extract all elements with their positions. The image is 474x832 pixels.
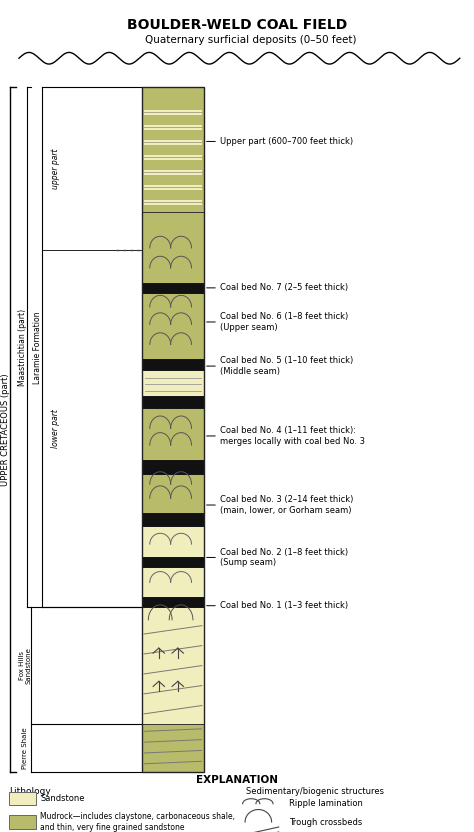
Bar [142, 212, 204, 283]
Bar [144, 125, 202, 130]
Text: Coal bed No. 1 (1–3 feet thick): Coal bed No. 1 (1–3 feet thick) [220, 602, 348, 610]
Text: Coal bed No. 3 (2–14 feet thick)
(main, lower, or Gorham seam): Coal bed No. 3 (2–14 feet thick) (main, … [220, 495, 354, 515]
Bar [142, 396, 204, 408]
Text: Laramie Formation: Laramie Formation [34, 311, 42, 384]
Bar [142, 370, 204, 396]
Text: EXPLANATION: EXPLANATION [196, 775, 278, 785]
Text: Coal bed No. 6 (1–8 feet thick)
(Upper seam): Coal bed No. 6 (1–8 feet thick) (Upper s… [220, 312, 349, 332]
Bar [144, 110, 202, 115]
Bar [142, 513, 204, 526]
Bar [144, 155, 202, 160]
Bar [9, 792, 36, 805]
Bar [144, 170, 202, 175]
Text: Maastrichtian (part): Maastrichtian (part) [18, 309, 27, 386]
Bar [142, 408, 204, 460]
Text: Quaternary surficial deposits (0–50 feet): Quaternary surficial deposits (0–50 feet… [146, 35, 357, 45]
Bar [144, 140, 202, 145]
Text: BOULDER-WELD COAL FIELD: BOULDER-WELD COAL FIELD [127, 18, 347, 32]
Text: Upper part (600–700 feet thick): Upper part (600–700 feet thick) [220, 137, 354, 146]
Text: Coal bed No. 7 (2–5 feet thick): Coal bed No. 7 (2–5 feet thick) [220, 284, 348, 292]
Bar [142, 283, 204, 293]
Bar [142, 460, 204, 474]
Bar [142, 557, 204, 567]
Text: UPPER CRETACEOUS (part): UPPER CRETACEOUS (part) [1, 374, 10, 486]
Text: Coal bed No. 2 (1–8 feet thick)
(Sump seam): Coal bed No. 2 (1–8 feet thick) (Sump se… [220, 547, 348, 567]
Bar [142, 293, 204, 359]
Bar [144, 200, 202, 205]
Text: Lithology: Lithology [9, 787, 51, 796]
Text: Ripple lamination: Ripple lamination [289, 800, 363, 808]
Bar [144, 185, 202, 190]
Bar [142, 526, 204, 557]
Text: Sandstone: Sandstone [40, 795, 85, 803]
Bar [142, 724, 204, 772]
Text: Sedimentary/biogenic structures: Sedimentary/biogenic structures [246, 787, 384, 796]
Bar [142, 359, 204, 370]
Bar [142, 567, 204, 597]
Text: lower part: lower part [52, 409, 60, 448]
Text: upper part: upper part [52, 148, 60, 189]
Bar [142, 87, 204, 772]
Text: Mudrock—includes claystone, carbonaceous shale,
and thin, very fine grained sand: Mudrock—includes claystone, carbonaceous… [40, 812, 235, 832]
Bar [142, 474, 204, 513]
Bar [9, 815, 36, 829]
Text: Trough crossbeds: Trough crossbeds [289, 818, 363, 826]
Text: Coal bed No. 4 (1–11 feet thick):
merges locally with coal bed No. 3: Coal bed No. 4 (1–11 feet thick): merges… [220, 426, 365, 446]
Bar [142, 597, 204, 607]
Bar [142, 607, 204, 724]
Text: Pierre Shale: Pierre Shale [22, 727, 28, 769]
Text: Coal bed No. 5 (1–10 feet thick)
(Middle seam): Coal bed No. 5 (1–10 feet thick) (Middle… [220, 356, 354, 376]
Text: Fox Hills
Sandstone: Fox Hills Sandstone [18, 647, 32, 684]
Bar [142, 87, 204, 212]
